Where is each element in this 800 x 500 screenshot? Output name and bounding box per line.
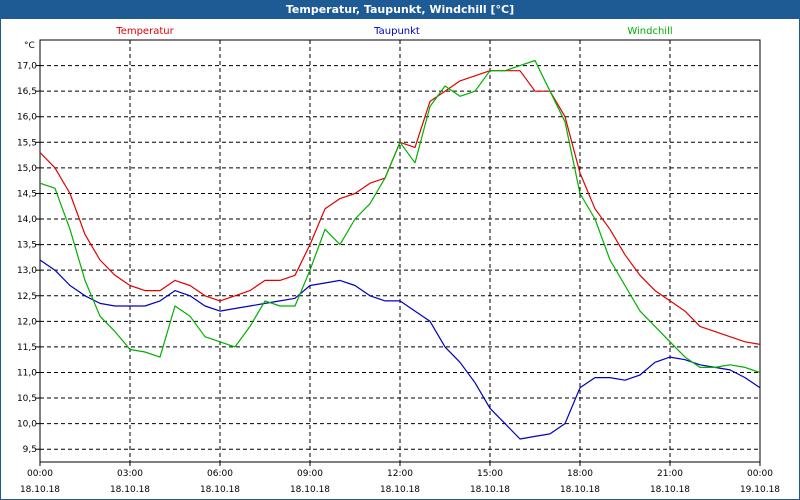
y-tick-label: 16,5: [17, 87, 37, 97]
series-line-windchill: [39, 59, 761, 374]
y-tick-label: 13,0: [17, 266, 37, 276]
y-tick-label: 13,5: [17, 241, 37, 251]
y-tick-label: 15,5: [17, 138, 37, 148]
x-tick-time-label: 18:00: [567, 469, 593, 479]
x-tick-date-label: 18.10.18: [110, 485, 150, 495]
x-tick-date-label: 18.10.18: [290, 485, 330, 495]
y-tick-label: 14,0: [17, 215, 37, 225]
x-tick-time-label: 09:00: [297, 469, 323, 479]
legend-windchill: Windchill: [627, 26, 672, 37]
x-tick-time-label: 15:00: [477, 469, 503, 479]
series-line-taupunkt: [39, 259, 761, 440]
y-tick-label: 12,0: [17, 317, 37, 327]
x-tick-time-label: 12:00: [387, 469, 413, 479]
grid: [40, 40, 760, 462]
y-tick-label: 10,5: [17, 394, 37, 404]
series-lines: [39, 59, 761, 440]
y-tick-label: 10,0: [17, 420, 37, 430]
x-tick-time-label: 00:00: [747, 469, 773, 479]
x-tick-time-label: 00:00: [27, 469, 53, 479]
x-tick-time-label: 21:00: [657, 469, 683, 479]
y-tick-label: 12,5: [17, 292, 37, 302]
legend: Temperatur Taupunkt Windchill: [115, 26, 672, 37]
legend-taupunkt: Taupunkt: [373, 26, 420, 37]
y-tick-label: 15,0: [17, 164, 37, 174]
y-tick-label: 9,5: [23, 445, 37, 455]
x-tick-date-label: 18.10.18: [470, 485, 510, 495]
x-tick-time-label: 06:00: [207, 469, 233, 479]
x-axis: 00:00 18.10.18 03:00 18.10.18 06:00 18.10.18 0…: [20, 462, 780, 495]
x-tick-date-label: 18.10.18: [200, 485, 240, 495]
y-axis-unit-label: °C: [24, 41, 35, 51]
y-tick-label: 16,0: [17, 113, 37, 123]
x-tick-date-label: 18.10.18: [380, 485, 420, 495]
legend-temperatur: Temperatur: [115, 26, 174, 37]
x-tick-time-label: 03:00: [117, 469, 143, 479]
x-tick-date-label: 19.10.18: [740, 485, 780, 495]
y-axis: 9,5 10,0 10,5 11,0 11,5 12,0 12,5 13,0 13,5 14,0 1…: [17, 62, 40, 455]
y-tick-label: 17,0: [17, 62, 37, 72]
y-tick-label: 11,0: [17, 368, 37, 378]
x-tick-date-label: 18.10.18: [560, 485, 600, 495]
x-tick-date-label: 18.10.18: [650, 485, 690, 495]
x-tick-date-label: 18.10.18: [20, 485, 60, 495]
y-tick-label: 11,5: [17, 343, 37, 353]
y-tick-label: 14,5: [17, 189, 37, 199]
chart-title: Temperatur, Taupunkt, Windchill [°C]: [1, 1, 799, 19]
